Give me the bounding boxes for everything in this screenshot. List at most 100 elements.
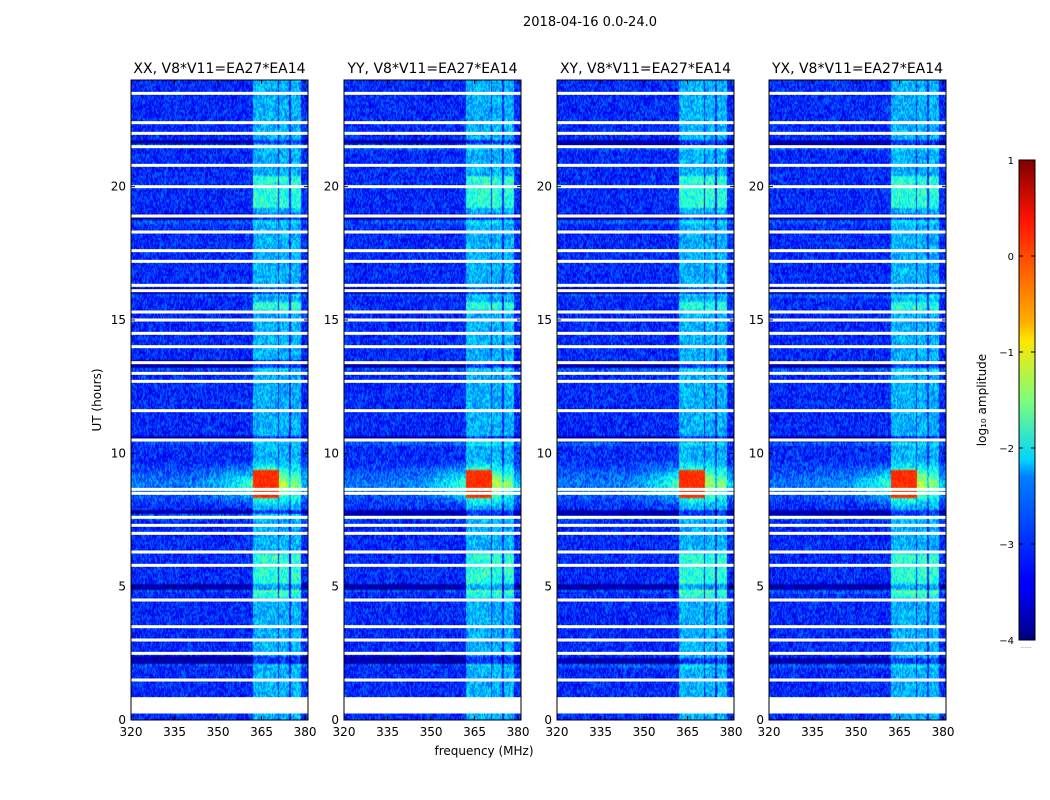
flagged-row (344, 651, 521, 655)
panel-title: XX, V8*V11=EA27*EA14 (133, 61, 305, 77)
flagged-row (557, 710, 734, 714)
colorbar-tick-label: −2 (999, 444, 1014, 455)
flagged-row (344, 379, 521, 383)
panel-frame (556, 79, 735, 721)
flagged-row (131, 283, 308, 287)
y-tick-label: 0 (331, 713, 339, 727)
spectrum-image (557, 80, 734, 720)
y-tick-label: 10 (111, 446, 126, 460)
flagged-row (769, 523, 946, 527)
y-tick-label: 0 (118, 713, 126, 727)
flagged-row (131, 289, 308, 293)
flagged-row (131, 550, 308, 554)
flagged-row (131, 185, 308, 189)
flagged-row (344, 550, 521, 554)
flagged-row (131, 710, 308, 714)
flagged-row (131, 409, 308, 413)
flagged-row (557, 249, 734, 253)
flagged-row (344, 563, 521, 567)
flagged-row (344, 523, 521, 527)
x-tick-label: 380 (507, 725, 530, 739)
flagged-row (344, 289, 521, 293)
colorbar-bottom-label: ...... (1020, 643, 1032, 650)
x-tick-label: 350 (633, 725, 656, 739)
flagged-row (769, 409, 946, 413)
flagged-row (344, 283, 521, 287)
flagged-row (131, 214, 308, 218)
flagged-row (769, 259, 946, 263)
flagged-row (769, 651, 946, 655)
flagged-row (344, 145, 521, 149)
flagged-row (344, 131, 521, 135)
colorbar-tick-label: −3 (999, 540, 1014, 551)
flagged-row (557, 121, 734, 125)
flagged-row (344, 249, 521, 253)
flagged-row (557, 563, 734, 567)
flagged-row (131, 131, 308, 135)
y-tick-label: 5 (544, 580, 552, 594)
flagged-row (131, 345, 308, 349)
flagged-row (344, 710, 521, 714)
x-tick-label: 365 (463, 725, 486, 739)
y-tick-label: 20 (537, 180, 552, 194)
flagged-row (131, 121, 308, 125)
flagged-row (344, 318, 521, 322)
flagged-row (557, 438, 734, 442)
flagged-row (769, 638, 946, 642)
y-tick-label: 20 (111, 180, 126, 194)
flagged-row (769, 121, 946, 125)
flagged-row (769, 289, 946, 293)
heatmap-panel: YY, V8*V11=EA27*EA14 320 335 350 365 380 0 5 10 1… (324, 61, 530, 739)
y-tick-label: 5 (331, 580, 339, 594)
flagged-row (769, 331, 946, 335)
flagged-row (131, 361, 308, 365)
flagged-row (131, 678, 308, 682)
colorbar-tick-label: −4 (999, 636, 1014, 647)
flagged-row (557, 371, 734, 375)
x-tick-label: 380 (932, 725, 955, 739)
flagged-row (557, 131, 734, 135)
flagged-row (769, 131, 946, 135)
flagged-row (769, 678, 946, 682)
flagged-row (769, 249, 946, 253)
colorbar-tick-label: −1 (999, 348, 1014, 359)
flagged-row (344, 121, 521, 125)
flagged-row (557, 345, 734, 349)
flagged-row (344, 310, 521, 314)
flagged-row (769, 230, 946, 234)
panel-title: XY, V8*V11=EA27*EA14 (560, 61, 731, 77)
spectrum-image (131, 80, 308, 720)
flagged-row (344, 371, 521, 375)
flagged-row (769, 163, 946, 167)
y-tick-label: 0 (756, 713, 764, 727)
y-tick-label: 15 (111, 313, 126, 327)
x-tick-label: 335 (801, 725, 824, 739)
flagged-row (131, 91, 308, 95)
flagged-row (131, 651, 308, 655)
flagged-row (131, 491, 308, 495)
flagged-row (769, 531, 946, 535)
heatmap-panel: YX, V8*V11=EA27*EA14 320 335 350 365 380 0 5 10 1… (749, 61, 955, 739)
figure-suptitle: 2018-04-16 0.0-24.0 (523, 15, 657, 30)
y-tick-label: 20 (324, 180, 339, 194)
flagged-row (557, 491, 734, 495)
flagged-row (557, 318, 734, 322)
colorbar-gradient (1018, 159, 1036, 641)
flagged-row (557, 409, 734, 413)
flagged-row (344, 91, 521, 95)
flagged-row (131, 625, 308, 629)
colorbar-tick-label: 1 (1008, 156, 1014, 167)
y-tick-label: 10 (537, 446, 552, 460)
flagged-row (131, 318, 308, 322)
flagged-row (557, 523, 734, 527)
x-axis-label: frequency (MHz) (434, 744, 533, 758)
heatmap-panel: XY, V8*V11=EA27*EA14 320 335 350 365 380 0 5 10 1… (537, 61, 743, 739)
x-tick-label: 320 (333, 725, 356, 739)
flagged-row (131, 145, 308, 149)
flagged-row (769, 318, 946, 322)
flagged-row (769, 598, 946, 602)
flagged-row (344, 409, 521, 413)
y-axis-label: UT (hours) (90, 368, 104, 431)
flagged-row (769, 563, 946, 567)
